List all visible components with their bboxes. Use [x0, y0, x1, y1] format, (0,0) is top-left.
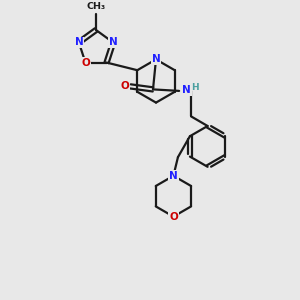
Text: N: N	[169, 171, 178, 181]
Text: O: O	[121, 81, 130, 92]
Text: N: N	[152, 54, 160, 64]
Text: N: N	[109, 38, 118, 47]
Text: O: O	[81, 58, 90, 68]
Text: CH₃: CH₃	[86, 2, 106, 11]
Text: N: N	[182, 85, 191, 95]
Text: N: N	[74, 38, 83, 47]
Text: H: H	[191, 83, 199, 92]
Text: O: O	[169, 212, 178, 222]
